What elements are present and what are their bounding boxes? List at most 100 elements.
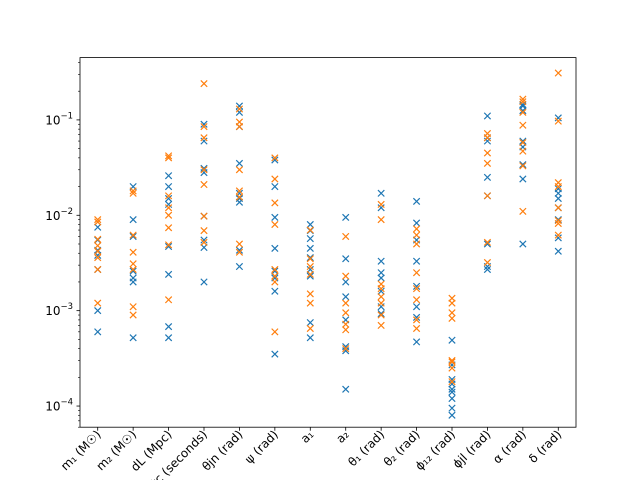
- data-point-x-marker: [412, 324, 421, 333]
- data-point-x-marker: [94, 247, 102, 255]
- data-point-x-marker: [412, 296, 421, 304]
- data-point-x-marker: [554, 114, 562, 122]
- data-point-x-marker: [448, 394, 456, 403]
- data-point-x-marker: [554, 204, 562, 212]
- data-point-x-marker: [200, 164, 208, 173]
- data-point-x-marker: [235, 248, 244, 256]
- data-point-x-marker: [235, 194, 244, 203]
- data-point-x-marker: [412, 197, 421, 205]
- data-point-x-marker: [235, 105, 244, 113]
- data-point-x-marker: [306, 234, 314, 243]
- data-point-x-marker: [448, 385, 456, 393]
- data-point-x-marker: [129, 232, 137, 241]
- data-point-x-marker: [483, 137, 492, 145]
- data-point-x-marker: [554, 216, 562, 225]
- data-point-x-marker: [271, 154, 279, 162]
- data-point-x-marker: [412, 240, 421, 248]
- data-point-x-marker: [306, 318, 314, 327]
- data-point-x-marker: [554, 219, 562, 228]
- data-point-x-marker: [129, 260, 137, 268]
- data-point-x-marker: [342, 299, 350, 307]
- data-point-x-marker: [94, 235, 102, 243]
- data-point-x-marker: [164, 154, 173, 162]
- data-point-x-marker: [554, 234, 562, 242]
- data-point-x-marker: [164, 152, 173, 160]
- data-point-x-marker: [200, 80, 208, 88]
- data-point-x-marker: [377, 310, 385, 318]
- data-point-x-marker: [448, 388, 456, 396]
- data-point-x-marker: [377, 257, 385, 265]
- data-point-x-marker: [342, 309, 350, 317]
- data-point-x-marker: [129, 267, 137, 275]
- data-point-x-marker: [377, 280, 385, 288]
- data-point-x-marker: [377, 287, 385, 295]
- data-point-x-marker: [519, 138, 527, 147]
- data-point-x-marker: [448, 336, 456, 344]
- data-point-x-marker: [519, 162, 527, 170]
- data-point-x-marker: [94, 216, 102, 224]
- data-point-x-marker: [306, 324, 314, 333]
- data-point-x-marker: [377, 204, 385, 212]
- data-point-x-marker: [94, 253, 102, 262]
- data-point-x-marker: [483, 159, 492, 168]
- data-point-x-marker: [342, 293, 350, 301]
- data-point-x-marker: [342, 232, 350, 241]
- data-point-x-marker: [306, 272, 314, 280]
- data-point-x-marker: [271, 265, 279, 274]
- data-point-x-marker: [342, 213, 350, 222]
- data-point-x-marker: [554, 69, 562, 77]
- data-point-x-marker: [164, 172, 173, 180]
- data-point-x-marker: [200, 238, 208, 246]
- data-point-x-marker: [377, 293, 385, 301]
- data-point-x-marker: [342, 255, 350, 263]
- data-point-x-marker: [554, 231, 562, 239]
- data-marks: [94, 69, 562, 419]
- data-point-x-marker: [412, 269, 421, 277]
- data-point-x-marker: [342, 385, 350, 393]
- data-point-x-marker: [483, 192, 492, 200]
- data-point-x-marker: [129, 231, 137, 239]
- data-point-x-marker: [235, 262, 244, 271]
- data-point-x-marker: [129, 274, 137, 282]
- data-point-x-marker: [412, 338, 421, 346]
- data-point-x-marker: [377, 200, 385, 209]
- data-point-x-marker: [200, 166, 208, 174]
- data-point-x-marker: [448, 378, 456, 386]
- data-point-x-marker: [412, 313, 421, 322]
- data-point-x-marker: [164, 241, 173, 249]
- data-point-x-marker: [448, 294, 456, 302]
- data-point-x-marker: [377, 269, 385, 277]
- data-point-x-marker: [200, 120, 208, 128]
- data-point-x-marker: [94, 307, 102, 315]
- data-point-x-marker: [200, 123, 208, 131]
- data-point-x-marker: [164, 270, 173, 279]
- data-point-x-marker: [235, 108, 244, 116]
- data-point-x-marker: [306, 244, 314, 252]
- data-point-x-marker: [271, 328, 279, 336]
- data-point-x-marker: [94, 328, 102, 336]
- y-tick-label: 10−4: [45, 398, 73, 414]
- data-point-x-marker: [377, 274, 385, 282]
- data-point-x-marker: [412, 316, 421, 324]
- data-point-x-marker: [271, 244, 279, 252]
- data-point-x-marker: [235, 240, 244, 248]
- data-point-x-marker: [164, 334, 173, 342]
- data-point-x-marker: [235, 102, 244, 110]
- data-point-x-marker: [448, 375, 456, 384]
- data-point-x-marker: [483, 129, 492, 138]
- data-point-x-marker: [200, 212, 208, 220]
- data-point-x-marker: [483, 258, 492, 267]
- data-point-x-marker: [94, 218, 102, 226]
- data-point-x-marker: [271, 182, 279, 191]
- data-point-x-marker: [164, 211, 173, 219]
- data-point-x-marker: [519, 121, 527, 129]
- y-axis: 10−4 10−3 10−2 10−1: [45, 62, 80, 428]
- data-point-x-marker: [164, 204, 173, 212]
- data-point-x-marker: [519, 240, 527, 248]
- data-point-x-marker: [448, 364, 456, 372]
- data-point-x-marker: [554, 194, 562, 203]
- data-point-x-marker: [519, 98, 527, 106]
- data-point-x-marker: [200, 180, 208, 189]
- data-point-x-marker: [483, 240, 492, 248]
